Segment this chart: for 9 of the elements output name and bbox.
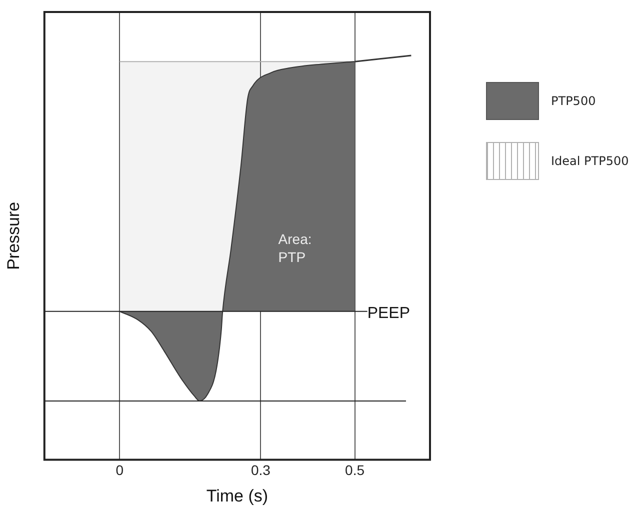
x-tick-label: 0.3	[250, 462, 271, 478]
y-axis-title: Pressure	[4, 202, 23, 270]
text: PTP500	[551, 94, 596, 108]
text: Ideal PTP500	[551, 154, 629, 168]
ref-line-label: PEEP	[367, 304, 410, 322]
x-tick-label: 0.5	[345, 462, 365, 478]
annotation: Area: PTP	[278, 231, 312, 266]
x-tick-label: 0	[116, 462, 124, 478]
x-axis-title: Time (s)	[206, 486, 268, 506]
